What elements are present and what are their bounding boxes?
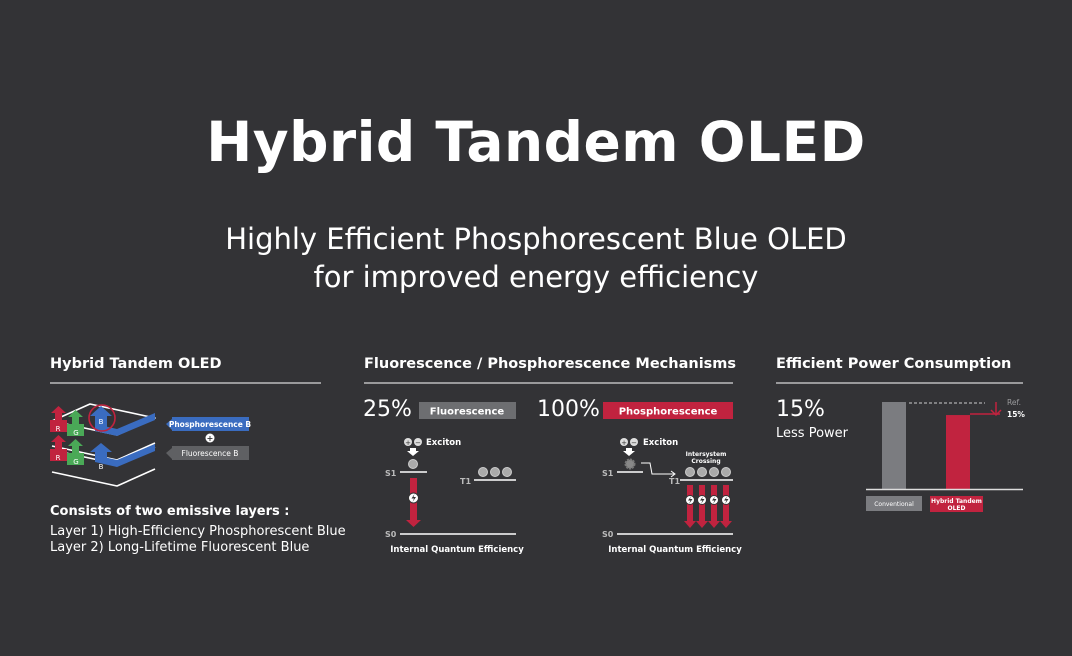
red-subpixel-bottom xyxy=(50,449,67,461)
phosphorescence-badge-label: Phosphorescence xyxy=(619,407,718,418)
triplet-exciton xyxy=(685,467,695,477)
s1-label: S1 xyxy=(602,469,614,478)
left-divider xyxy=(50,382,321,384)
green-subpixel-bottom xyxy=(67,453,84,465)
crossing-label: Intersystem xyxy=(686,451,727,458)
electron-icon xyxy=(414,438,422,446)
red-arrow-icon xyxy=(51,435,66,449)
letter-b: B xyxy=(99,463,104,471)
power-percent: 15% xyxy=(776,397,825,422)
triplet-exciton xyxy=(709,467,719,477)
conventional-label: Conventional xyxy=(874,501,914,508)
stack-layer-outline xyxy=(51,468,156,487)
power-bar-chart: Ref. 15% Conventional Hybrid Tandem OLED xyxy=(866,398,1025,512)
blue-band-bottom xyxy=(95,444,155,467)
exciton-label: Exciton xyxy=(426,438,461,448)
hybrid-label-box xyxy=(930,496,983,512)
red-arrow-icon xyxy=(51,406,66,420)
highlight-circle xyxy=(88,404,116,432)
letter-g: G xyxy=(73,429,78,437)
blue-arrow-icon xyxy=(90,406,112,431)
hybrid-label: Hybrid Tandem xyxy=(931,498,982,505)
conventional-label-box xyxy=(866,496,922,511)
bar-conventional xyxy=(882,402,906,489)
plus-sign: + xyxy=(207,434,214,443)
fluorescence-b-tag: Fluorescence B xyxy=(166,446,249,460)
fluorescence-mechanism: + − Exciton S1 T1 S0 Internal Quantum Eff… xyxy=(385,438,524,555)
triplet-exciton xyxy=(721,467,731,477)
layers-description-title: Consists of two emissive layers : xyxy=(50,504,290,519)
bar-hybrid-tandem xyxy=(946,415,970,489)
iqe-caption: Internal Quantum Efficiency xyxy=(390,545,524,555)
s0-label: S0 xyxy=(602,530,614,539)
middle-divider xyxy=(364,382,733,384)
hybrid-label: OLED xyxy=(947,505,965,512)
phosphorescence-badge xyxy=(603,402,733,419)
subtitle-line-2: for improved energy efficiency xyxy=(313,260,759,294)
layer-1-description: Layer 1) High-Efficiency Phosphorescent … xyxy=(50,524,346,539)
page-title: Hybrid Tandem OLED xyxy=(206,110,866,174)
exciton-label: Exciton xyxy=(643,438,678,448)
letter-r: R xyxy=(56,425,61,433)
middle-section-heading: Fluorescence / Phosphorescence Mechanism… xyxy=(364,356,737,372)
right-section-heading: Efficient Power Consumption xyxy=(776,356,1012,372)
left-section-heading: Hybrid Tandem OLED xyxy=(50,356,222,372)
right-divider xyxy=(776,382,1023,384)
hole-icon xyxy=(404,438,412,446)
svg-text:Fluorescence B: Fluorescence B xyxy=(182,449,239,458)
s0-label: S0 xyxy=(385,530,397,539)
down-arrow-icon xyxy=(407,448,419,456)
down-arrow-icon xyxy=(623,448,635,456)
iqe-caption: Internal Quantum Efficiency xyxy=(608,545,742,555)
svg-text:+: + xyxy=(405,439,411,447)
crossing-label: Crossing xyxy=(691,458,720,465)
ref-value: 15% xyxy=(1007,410,1025,419)
exciton-circle xyxy=(408,459,418,469)
letter-g: G xyxy=(73,458,78,466)
green-subpixel-top xyxy=(67,424,84,436)
red-subpixel-top xyxy=(50,420,67,432)
layer-2-description: Layer 2) Long-Lifetime Fluorescent Blue xyxy=(50,540,310,555)
svg-text:−: − xyxy=(631,439,637,447)
blue-band-top xyxy=(95,413,155,436)
svg-text:−: − xyxy=(415,439,421,447)
s1-label: S1 xyxy=(385,469,397,478)
ref-label: Ref. xyxy=(1007,398,1021,407)
green-arrow-icon xyxy=(68,410,83,424)
tandem-stack-diagram: R G B R G B xyxy=(50,403,156,487)
letter-r: R xyxy=(56,454,61,462)
fluorescence-badge-label: Fluorescence xyxy=(430,407,505,418)
phosphorescence-percent: 100% xyxy=(537,397,600,422)
exciton-burst-icon xyxy=(624,458,636,470)
plus-icon xyxy=(205,433,215,443)
svg-text:+: + xyxy=(621,439,627,447)
triplet-exciton xyxy=(697,467,707,477)
svg-text:Phosphorescence B: Phosphorescence B xyxy=(169,420,252,429)
crossing-arrow xyxy=(641,462,674,475)
blue-arrow-icon xyxy=(90,443,112,462)
letter-b: B xyxy=(99,418,104,426)
less-power-label: Less Power xyxy=(776,426,848,441)
fluorescence-badge xyxy=(419,402,516,419)
fluorescence-percent: 25% xyxy=(363,397,412,422)
phosphorescence-b-tag: Phosphorescence B xyxy=(166,417,251,431)
phosphorescence-mechanism: + − Exciton S1 Intersystem Crossing T1 S0… xyxy=(602,438,742,555)
green-arrow-icon xyxy=(68,439,83,453)
t1-label: T1 xyxy=(669,477,680,486)
t1-label: T1 xyxy=(460,477,471,486)
subtitle-line-1: Highly Efficient Phosphorescent Blue OLE… xyxy=(225,222,847,256)
